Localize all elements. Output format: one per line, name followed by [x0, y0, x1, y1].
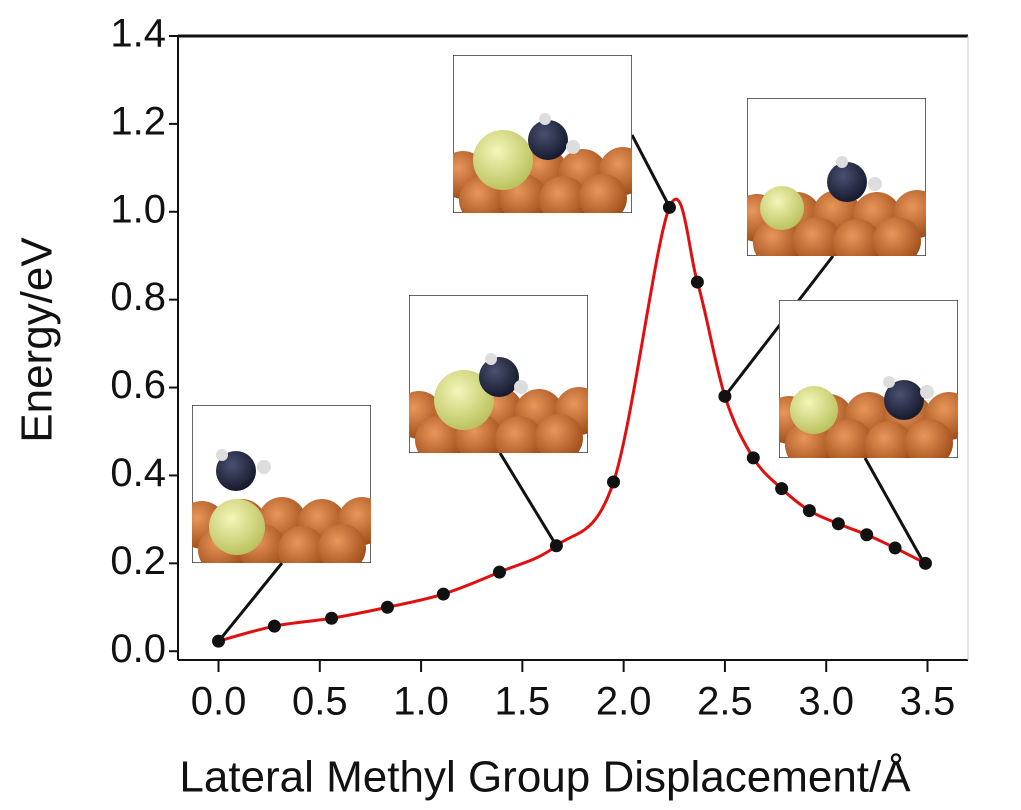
y-tick-label: 0.6 — [110, 363, 166, 407]
point — [888, 541, 902, 555]
point — [802, 504, 816, 518]
y-axis-title: Energy/eV — [13, 237, 62, 443]
x-tick-label: 2.0 — [596, 680, 652, 724]
point — [212, 634, 226, 648]
x-tick-label: 1.5 — [495, 680, 551, 724]
y-tick-label: 0.2 — [110, 539, 166, 583]
x-tick-label: 0.5 — [292, 680, 348, 724]
x-tick-label: 3.5 — [900, 680, 956, 724]
point — [746, 451, 760, 465]
x-axis-title: Lateral Methyl Group Displacement/Å — [179, 753, 911, 802]
point — [549, 539, 563, 553]
point — [662, 200, 676, 214]
y-tick-label: 0.0 — [110, 627, 166, 671]
point — [492, 565, 506, 579]
point — [690, 275, 704, 289]
y-tick-label: 0.4 — [110, 451, 166, 495]
x-tick-label: 1.0 — [393, 680, 449, 724]
point — [267, 619, 281, 633]
point — [831, 517, 845, 531]
point — [436, 587, 450, 601]
y-tick-label: 0.8 — [110, 275, 166, 319]
x-tick-label: 0.0 — [191, 680, 247, 724]
point — [918, 556, 932, 570]
insets — [192, 55, 958, 643]
y-tick-label: 1.0 — [110, 187, 166, 231]
x-tick-label: 3.0 — [798, 680, 854, 724]
point — [860, 528, 874, 542]
y-tick-label: 1.4 — [110, 12, 166, 56]
point — [775, 482, 789, 496]
y-tick-label: 1.2 — [110, 99, 166, 143]
point — [718, 389, 732, 403]
point — [607, 475, 621, 489]
point — [325, 611, 339, 625]
x-tick-label: 2.5 — [697, 680, 753, 724]
point — [380, 600, 394, 614]
